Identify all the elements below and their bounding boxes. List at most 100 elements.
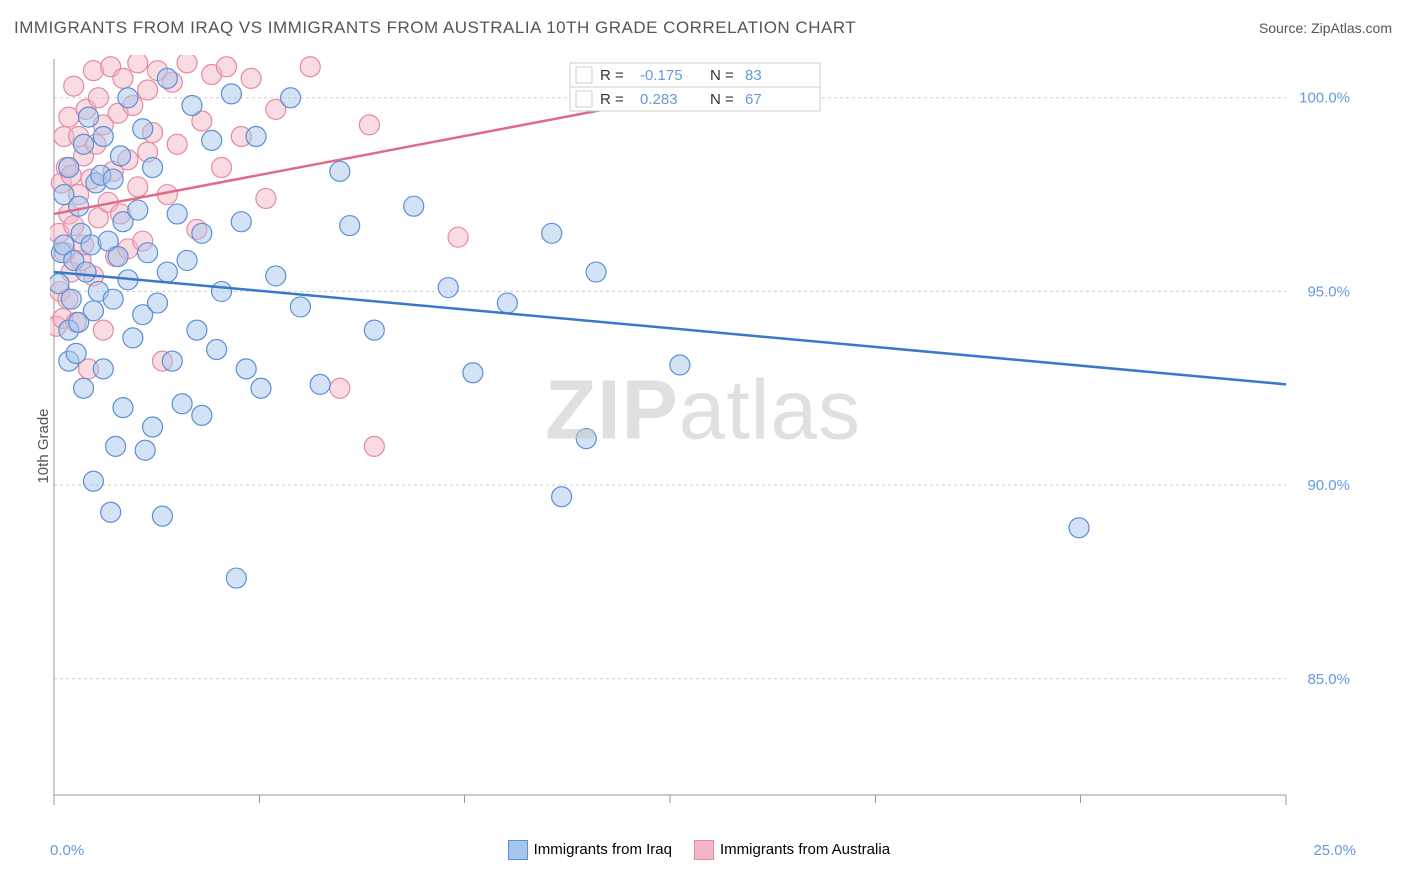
- data-point-iraq: [123, 328, 143, 348]
- data-point-iraq: [202, 130, 222, 150]
- stats-n-label: N =: [710, 91, 734, 108]
- data-point-australia: [113, 68, 133, 88]
- data-point-iraq: [670, 355, 690, 375]
- data-point-iraq: [463, 363, 483, 383]
- data-point-iraq: [192, 405, 212, 425]
- source-name: ZipAtlas.com: [1311, 20, 1392, 36]
- data-point-australia: [64, 76, 84, 96]
- data-point-iraq: [438, 278, 458, 298]
- data-point-australia: [138, 80, 158, 100]
- legend-swatch-australia: [694, 840, 714, 860]
- data-point-iraq: [236, 359, 256, 379]
- data-point-australia: [83, 61, 103, 81]
- data-point-australia: [448, 227, 468, 247]
- legend-item-australia: Immigrants from Australia: [694, 840, 890, 860]
- x-axis-max-label: 25.0%: [1313, 842, 1356, 859]
- y-tick-label: 100.0%: [1299, 90, 1350, 107]
- data-point-iraq: [207, 340, 227, 360]
- data-point-iraq: [78, 107, 98, 127]
- data-point-australia: [256, 188, 276, 208]
- data-point-iraq: [340, 216, 360, 236]
- data-point-iraq: [542, 223, 562, 243]
- data-point-iraq: [101, 502, 121, 522]
- data-point-australia: [128, 177, 148, 197]
- stats-swatch-australia: [576, 91, 592, 107]
- data-point-australia: [364, 436, 384, 456]
- data-point-iraq: [59, 157, 79, 177]
- data-point-iraq: [330, 161, 350, 181]
- data-point-iraq: [103, 289, 123, 309]
- data-point-iraq: [157, 68, 177, 88]
- y-tick-label: 85.0%: [1307, 671, 1350, 688]
- legend-item-iraq: Immigrants from Iraq: [508, 840, 672, 860]
- data-point-australia: [93, 320, 113, 340]
- data-point-iraq: [497, 293, 517, 313]
- data-point-australia: [300, 57, 320, 77]
- data-point-iraq: [281, 88, 301, 108]
- data-point-iraq: [83, 471, 103, 491]
- data-point-iraq: [157, 262, 177, 282]
- data-point-australia: [330, 378, 350, 398]
- data-point-australia: [177, 55, 197, 73]
- stats-box: R = -0.175N = 83R = 0.283N = 67: [570, 63, 820, 111]
- data-point-iraq: [69, 196, 89, 216]
- data-point-iraq: [182, 95, 202, 115]
- data-point-iraq: [143, 157, 163, 177]
- data-point-iraq: [113, 398, 133, 418]
- data-point-australia: [212, 157, 232, 177]
- data-point-iraq: [135, 440, 155, 460]
- data-point-iraq: [118, 88, 138, 108]
- scatter-chart: 85.0%90.0%95.0%100.0%R = -0.175N = 83R =…: [50, 55, 1356, 825]
- data-point-iraq: [66, 343, 86, 363]
- data-point-australia: [216, 57, 236, 77]
- data-point-australia: [359, 115, 379, 135]
- data-point-iraq: [231, 212, 251, 232]
- data-point-iraq: [93, 126, 113, 146]
- data-point-iraq: [74, 378, 94, 398]
- data-point-iraq: [133, 119, 153, 139]
- data-point-iraq: [172, 394, 192, 414]
- data-point-iraq: [310, 374, 330, 394]
- data-point-iraq: [167, 204, 187, 224]
- data-point-iraq: [103, 169, 123, 189]
- legend-label-australia: Immigrants from Australia: [720, 841, 890, 858]
- y-tick-label: 90.0%: [1307, 477, 1350, 494]
- legend-swatch-iraq: [508, 840, 528, 860]
- data-point-australia: [241, 68, 261, 88]
- data-point-iraq: [1069, 518, 1089, 538]
- y-tick-label: 95.0%: [1307, 283, 1350, 300]
- stats-r-value-australia: 0.283: [640, 91, 678, 108]
- data-point-iraq: [138, 243, 158, 263]
- data-point-iraq: [147, 293, 167, 313]
- stats-n-value-iraq: 83: [745, 67, 762, 84]
- data-point-iraq: [128, 200, 148, 220]
- data-point-australia: [167, 134, 187, 154]
- data-point-iraq: [212, 281, 232, 301]
- data-point-iraq: [404, 196, 424, 216]
- data-point-iraq: [364, 320, 384, 340]
- data-point-iraq: [81, 235, 101, 255]
- data-point-australia: [88, 88, 108, 108]
- stats-r-value-iraq: -0.175: [640, 67, 683, 84]
- data-point-australia: [128, 55, 148, 73]
- data-point-iraq: [187, 320, 207, 340]
- data-point-iraq: [143, 417, 163, 437]
- data-point-iraq: [93, 359, 113, 379]
- data-point-iraq: [83, 301, 103, 321]
- data-point-iraq: [61, 289, 81, 309]
- source-label: Source:: [1259, 20, 1311, 36]
- chart-title: IMMIGRANTS FROM IRAQ VS IMMIGRANTS FROM …: [14, 18, 856, 38]
- data-point-iraq: [586, 262, 606, 282]
- data-point-iraq: [111, 146, 131, 166]
- stats-n-value-australia: 67: [745, 91, 762, 108]
- stats-r-label: R =: [600, 91, 624, 108]
- data-point-iraq: [106, 436, 126, 456]
- data-point-iraq: [162, 351, 182, 371]
- data-point-iraq: [226, 568, 246, 588]
- stats-swatch-iraq: [576, 67, 592, 83]
- data-point-iraq: [76, 262, 96, 282]
- data-point-iraq: [251, 378, 271, 398]
- data-point-iraq: [576, 429, 596, 449]
- data-point-iraq: [290, 297, 310, 317]
- data-point-iraq: [74, 134, 94, 154]
